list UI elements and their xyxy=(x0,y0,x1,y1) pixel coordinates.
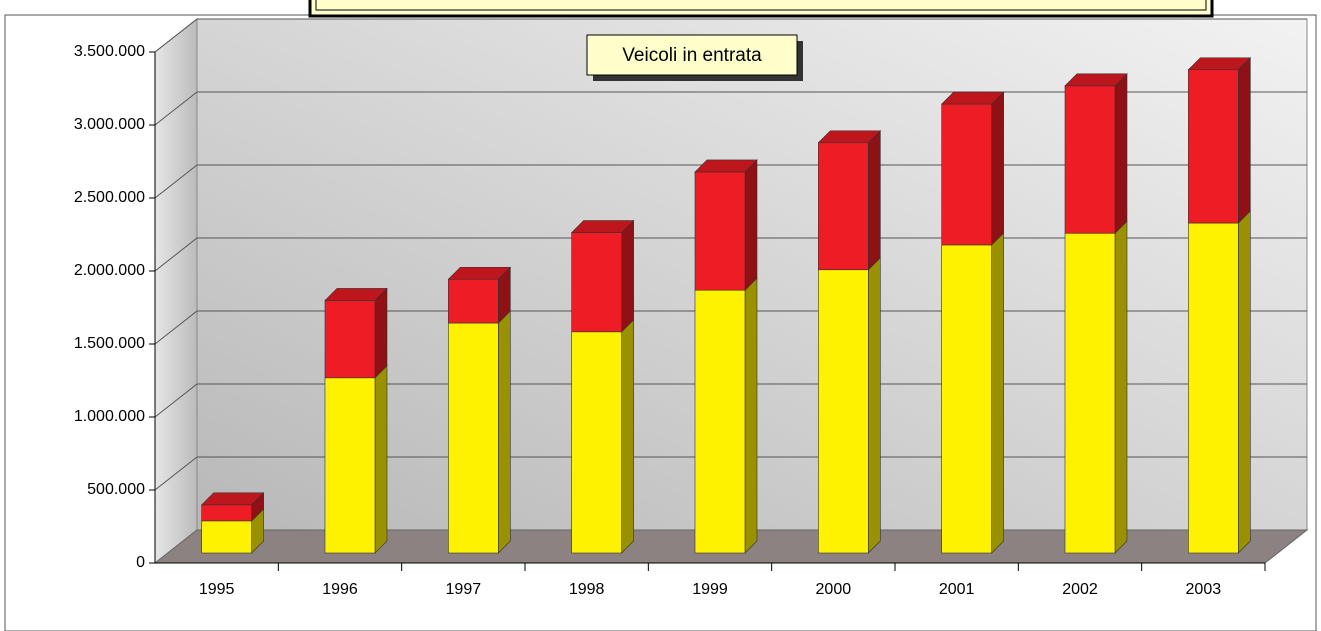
bar-side xyxy=(1114,73,1128,234)
x-tick-label: 1996 xyxy=(322,581,358,598)
bar-segment xyxy=(571,331,622,554)
bar-segment xyxy=(201,504,252,522)
bar-top xyxy=(940,91,1005,105)
bar-top xyxy=(817,130,882,144)
bar-side xyxy=(991,232,1004,554)
x-tick-label: 2001 xyxy=(939,581,975,598)
bar-segment xyxy=(1064,85,1116,234)
bar-segment xyxy=(1064,232,1116,554)
bar-segment xyxy=(694,171,746,291)
x-tick-label: 1995 xyxy=(199,581,235,598)
bar-segment xyxy=(201,520,252,554)
y-tick-label: 3.500.000 xyxy=(74,43,145,60)
y-tick-label: 3.000.000 xyxy=(74,116,145,133)
bar-side xyxy=(1238,210,1251,554)
x-tick-label: 2000 xyxy=(816,581,852,598)
bar-side xyxy=(744,277,758,554)
grid-line-side xyxy=(154,164,198,199)
bar-segment xyxy=(1188,69,1239,224)
grid-line-side xyxy=(154,237,198,272)
bar-top xyxy=(1064,73,1128,87)
bar-top xyxy=(570,220,635,233)
chart-title: Veicoli in entrata xyxy=(622,45,762,66)
grid-line-side xyxy=(154,456,198,491)
grid-line-side xyxy=(154,310,198,345)
side-wall xyxy=(154,17,198,565)
bar-top xyxy=(324,288,388,301)
bar-top xyxy=(200,492,265,506)
y-tick-label: 500.000 xyxy=(87,481,145,498)
bar-side xyxy=(374,287,388,379)
bar-segment xyxy=(941,103,992,246)
x-tick-label: 2003 xyxy=(1186,581,1222,598)
bar-side xyxy=(621,219,634,333)
bar-side xyxy=(1114,220,1128,554)
top-banner-inner xyxy=(315,0,1207,11)
bar-side xyxy=(868,130,881,271)
y-tick-label: 1.500.000 xyxy=(74,335,145,352)
x-tick-label: 1997 xyxy=(446,581,482,598)
bar-side xyxy=(1238,57,1251,224)
x-tick-label: 1999 xyxy=(692,581,728,598)
y-tick-label: 1.000.000 xyxy=(74,408,145,425)
bar-segment xyxy=(324,377,376,554)
bar-side xyxy=(991,91,1004,246)
bar-segment xyxy=(818,269,869,554)
bar-top xyxy=(694,159,758,173)
bar-top xyxy=(1187,57,1252,71)
bar-side xyxy=(374,365,388,554)
bar-side xyxy=(498,310,511,554)
bar-segment xyxy=(324,300,376,379)
x-tick-label: 1998 xyxy=(569,581,605,598)
bar-segment xyxy=(941,244,992,554)
y-tick-label: 2.000.000 xyxy=(74,262,145,279)
grid-line-side xyxy=(154,383,198,418)
top-banner xyxy=(308,0,1214,18)
bar-side xyxy=(621,319,634,554)
title-box xyxy=(586,34,798,76)
bar-top xyxy=(447,266,512,280)
y-tick-label: 0 xyxy=(136,554,145,571)
bar-side xyxy=(868,257,881,554)
bar-segment xyxy=(1188,222,1239,554)
grid-line-side xyxy=(154,91,198,126)
bar-segment xyxy=(571,232,622,333)
bar-side xyxy=(744,159,758,291)
x-tick-label: 2002 xyxy=(1062,581,1098,598)
bar-segment xyxy=(818,142,869,271)
bar-segment xyxy=(448,322,499,554)
y-tick-label: 2.500.000 xyxy=(74,189,145,206)
grid-line-side xyxy=(154,18,198,53)
bar-segment xyxy=(694,289,746,554)
bar-segment xyxy=(448,278,499,324)
